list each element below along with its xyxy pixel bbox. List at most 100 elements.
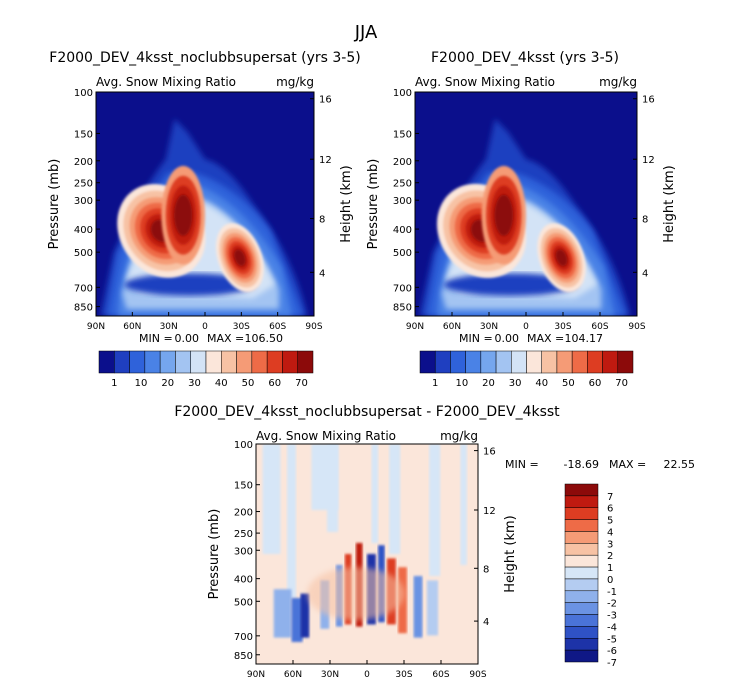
colorbar-label: 70: [295, 378, 308, 389]
y-tick-label: 200: [234, 508, 253, 519]
y-tick-label: 700: [74, 283, 93, 294]
x-tick-label: 60N: [284, 670, 302, 680]
colorbar-label: 20: [161, 378, 174, 389]
colorbar-swatch: [617, 350, 634, 374]
colorbar-swatch: [251, 350, 268, 374]
colorbar-swatch: [480, 350, 497, 374]
x-tick-label: 30S: [233, 322, 250, 332]
y-tick-label: 500: [74, 248, 93, 259]
y-tick-label: 850: [74, 303, 93, 314]
x-tick-label: 90S: [469, 670, 486, 680]
colorbar-swatch: [556, 350, 573, 374]
panel-subtitle-right: mg/kg: [599, 75, 637, 89]
colorbar-swatch: [144, 350, 161, 374]
y-tick-label: 150: [393, 129, 412, 140]
y2-tick-label: 12: [483, 506, 496, 517]
y-tick-label: 400: [234, 575, 253, 586]
colorbar-swatch: [221, 350, 237, 374]
colorbar-swatch: [564, 566, 599, 580]
y-tick-label: 250: [234, 529, 253, 540]
colorbar-label: -6: [607, 646, 617, 657]
panel-subtitle-left: Avg. Snow Mixing Ratio: [96, 75, 236, 89]
colorbar-swatch: [564, 483, 599, 497]
x-tick-label: 90S: [628, 322, 645, 332]
colorbar-swatch: [564, 495, 599, 508]
panel-subtitle-left: Avg. Snow Mixing Ratio: [256, 429, 396, 443]
colorbar-swatch: [541, 350, 558, 374]
colorbar-label: 50: [562, 378, 575, 389]
max-label: MAX =: [527, 332, 564, 345]
colorbar-swatch: [236, 350, 253, 374]
colorbar-swatch: [564, 649, 599, 663]
colorbar-swatch: [587, 350, 603, 374]
max-value: 106.50: [245, 332, 284, 345]
x-tick-label: 30N: [321, 670, 339, 680]
colorbar-label: 40: [215, 378, 228, 389]
y-tick-label: 850: [393, 303, 412, 314]
y-tick-label: 400: [74, 225, 93, 236]
y2-tick-label: 16: [642, 95, 655, 106]
y2-tick-label: 4: [642, 268, 648, 279]
colorbar-label: -7: [607, 658, 617, 669]
colorbar-swatch: [159, 350, 176, 374]
x-tick-label: 30S: [395, 670, 412, 680]
colorbar-label: 30: [188, 378, 201, 389]
y-tick-label: 100: [234, 440, 253, 451]
panel-subtitle-right: mg/kg: [276, 75, 314, 89]
colorbar-swatch: [129, 350, 146, 374]
colorbar-swatch: [450, 350, 466, 374]
x-tick-label: 90N: [87, 322, 105, 332]
min-value: 0.00: [175, 332, 200, 345]
contour-field: [96, 92, 314, 316]
colorbar-swatch: [511, 350, 527, 374]
y-tick-label: 100: [393, 88, 412, 99]
min-value: 0.00: [495, 332, 520, 345]
colorbar-swatch: [564, 602, 599, 615]
colorbar-swatch: [114, 350, 130, 374]
panel-control-snow: F2000_DEV_4ksst_noclubbsupersat (yrs 3-5…: [47, 50, 361, 389]
y-axis-label: Pressure (mb): [366, 159, 381, 250]
x-tick-label: 0: [364, 670, 370, 680]
y-tick-label: 100: [74, 88, 93, 99]
colorbar-swatch: [297, 350, 314, 374]
x-tick-label: 90S: [305, 322, 322, 332]
colorbar-label: 70: [615, 378, 628, 389]
colorbar-label: 5: [607, 516, 613, 527]
colorbar-swatch: [564, 543, 599, 556]
y-axis-label: Pressure (mb): [47, 159, 62, 250]
y2-tick-label: 8: [642, 215, 648, 226]
panel-title: F2000_DEV_4ksst (yrs 3-5): [431, 50, 619, 66]
panel-subtitle-right: mg/kg: [440, 429, 478, 443]
y-tick-label: 250: [393, 179, 412, 190]
colorbar-label: -5: [607, 634, 617, 645]
colorbar-swatch: [495, 350, 512, 374]
colorbar-label: 50: [242, 378, 255, 389]
colorbar-swatch: [266, 350, 283, 374]
x-tick-label: 60S: [432, 670, 449, 680]
colorbar-swatch: [564, 578, 599, 592]
y2-tick-label: 8: [319, 215, 325, 226]
colorbar-label: 60: [268, 378, 281, 389]
y-tick-label: 400: [393, 225, 412, 236]
min-label: MIN =: [459, 332, 493, 345]
min-label: MIN =: [505, 458, 539, 471]
min-value: -18.69: [564, 458, 599, 471]
y2-axis-label: Height (km): [339, 165, 354, 242]
colorbar-label: 10: [455, 378, 468, 389]
max-value: 104.17: [565, 332, 604, 345]
x-tick-label: 90N: [247, 670, 265, 680]
colorbar-label: 6: [607, 504, 613, 515]
colorbar-label: 60: [589, 378, 602, 389]
y-tick-label: 150: [74, 129, 93, 140]
colorbar-label: 2: [607, 551, 613, 562]
y-tick-label: 700: [393, 283, 412, 294]
max-value: 22.55: [664, 458, 696, 471]
panel-4ksst-snow: F2000_DEV_4ksst (yrs 3-5) Avg. Snow Mixin…: [366, 50, 677, 389]
colorbar-label: 1: [607, 563, 613, 574]
colorbar-label: -4: [607, 622, 617, 633]
colorbar-label: -1: [607, 587, 617, 598]
colorbar-swatch: [602, 350, 619, 374]
colorbar-swatch: [564, 614, 599, 627]
colorbar-label: 3: [607, 539, 613, 550]
